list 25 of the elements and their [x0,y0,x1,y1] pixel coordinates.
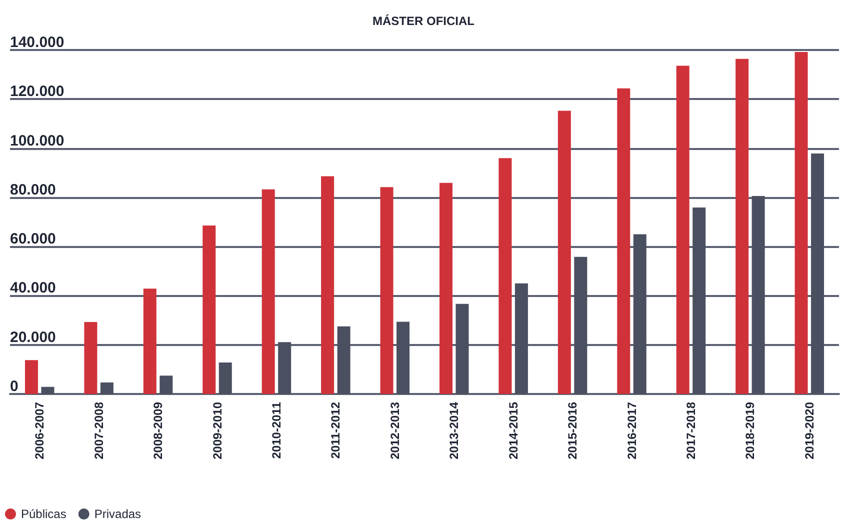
chart-title: MÁSTER OFICIAL [372,14,474,28]
y-tick-label: 80.000 [10,181,56,198]
x-tick-label: 2016-2017 [624,402,639,460]
x-tick-label: 2010-2011 [269,402,284,459]
x-tick-label: 2017-2018 [684,402,698,460]
y-tick-label: 20.000 [10,328,56,346]
y-tick-label: 0 [10,378,18,395]
y-tick-label: 140.000 [10,34,64,51]
x-tick-label: 2013-2014 [447,402,462,460]
x-tick-label: 2015-2016 [566,402,580,460]
legend-label: Públicas [21,507,66,521]
y-tick-label: 60.000 [10,230,56,248]
y-tick-label: 100.000 [10,132,64,150]
y-tick-label: 40.000 [10,280,56,297]
x-tick-label: 2018-2019 [743,402,758,460]
y-tick-label: 120.000 [10,83,64,100]
x-tick-label: 2011-2012 [328,402,343,459]
x-tick-label: 2006-2007 [32,402,47,460]
x-tick-label: 2019-2020 [802,402,816,460]
legend-label: Privadas [94,507,142,521]
x-tick-label: 2012-2013 [388,402,402,460]
x-tick-label: 2014-2015 [506,402,520,460]
x-tick-label: 2009-2010 [210,402,224,460]
x-tick-label: 2008-2009 [151,402,166,460]
x-tick-label: 2007-2008 [92,402,106,460]
